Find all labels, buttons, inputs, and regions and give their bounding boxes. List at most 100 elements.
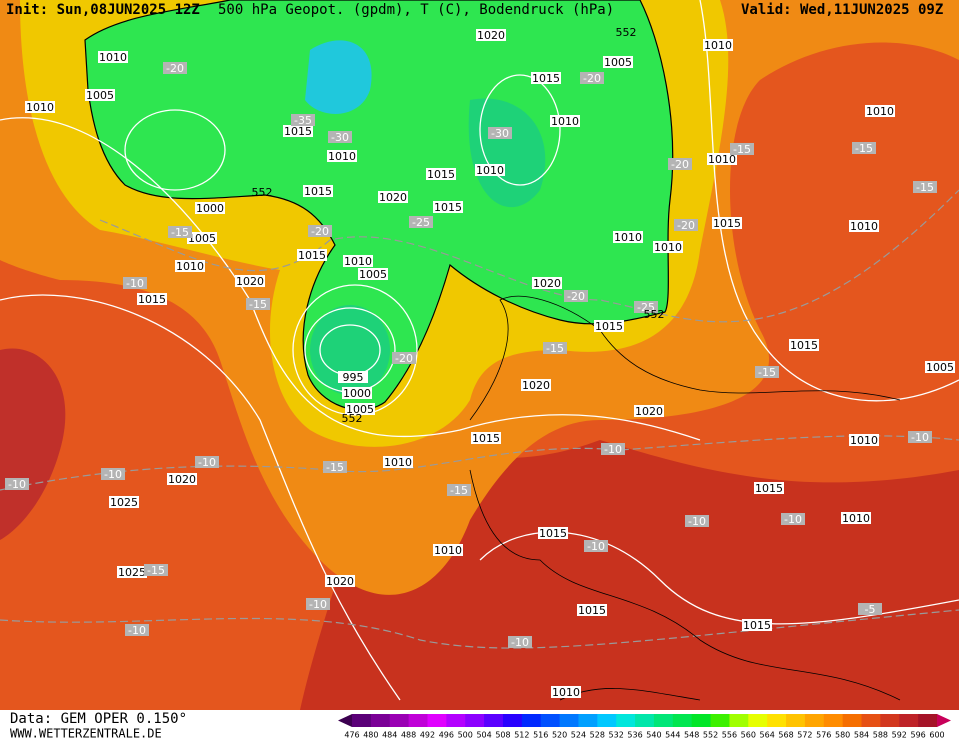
isotherm-label-box <box>328 131 352 143</box>
isobar-label-box <box>841 512 871 524</box>
colorbar-swatch <box>352 714 372 727</box>
isobar-label-box <box>531 72 561 84</box>
isobar-label: 1015 <box>790 339 818 352</box>
colorbar-label: 532 <box>609 731 624 740</box>
isobar-label-box <box>754 482 784 494</box>
colorbar-label: 592 <box>892 731 907 740</box>
isobar-label: 1025 <box>118 566 146 579</box>
isobar-label-box <box>283 125 313 137</box>
isobar-label-box <box>475 164 505 176</box>
colorbar-label: 568 <box>778 731 793 740</box>
isobar-label-box <box>117 566 147 578</box>
isobar-label-box <box>789 339 819 351</box>
isobar-label: 1010 <box>344 255 372 268</box>
isobar-label: 1015 <box>532 72 560 85</box>
colorbar-swatch <box>842 714 863 727</box>
isobar-label-box <box>195 202 225 214</box>
isobar-label-box <box>85 89 115 101</box>
isotherm-label: -15 <box>855 142 873 155</box>
isobar-label: 1010 <box>866 105 894 118</box>
colorbar-label: 492 <box>420 731 435 740</box>
isobar-label: 1020 <box>522 379 550 392</box>
isobar-label: 1020 <box>533 277 561 290</box>
map-labels: 1010102010101005101510101005101010101015… <box>5 26 955 699</box>
isobar-label-box <box>712 217 742 229</box>
isobar-label-box <box>703 39 733 51</box>
isobar-label: 1010 <box>434 544 462 557</box>
isobar-label: 1010 <box>551 115 579 128</box>
colorbar-label: 496 <box>439 731 454 740</box>
isobar-label: 1005 <box>188 232 216 245</box>
isobar-label-box <box>550 115 580 127</box>
colorbar-label: 564 <box>760 731 775 740</box>
isotherm-label-box <box>5 478 29 490</box>
isobar-label-box <box>634 405 664 417</box>
isotherm-label: -15 <box>450 484 468 497</box>
colorbar-swatch <box>370 714 391 727</box>
isobar-label-box <box>378 191 408 203</box>
trough-region <box>84 0 674 411</box>
isobar-label: 1015 <box>298 249 326 262</box>
isobar-label: 1015 <box>713 217 741 230</box>
isotherm-label-box <box>101 468 125 480</box>
isotherm-label: -15 <box>916 181 934 194</box>
colorbar-label: 540 <box>646 731 661 740</box>
isotherm-label-box <box>580 72 604 84</box>
colorbar-label: 508 <box>495 731 510 740</box>
isotherm-label-box <box>730 143 754 155</box>
isobar-label-box <box>603 56 633 68</box>
colorbar: 476 480 484 488 492 496 500 504 508 512 516 520 524 5… <box>338 714 951 740</box>
colorbar-swatch <box>748 714 768 727</box>
isobar-label-box <box>358 268 388 280</box>
isotherm-label-box <box>308 225 332 237</box>
isotherm-label: -10 <box>784 513 802 526</box>
isotherm-label: -10 <box>104 468 122 481</box>
site-name: WWW.WETTERZENTRALE.DE <box>10 727 162 741</box>
colorbar-label: 516 <box>533 731 548 740</box>
isobar-label-box <box>742 619 772 631</box>
colorbar-swatch <box>767 714 787 727</box>
isotherm-label: -15 <box>326 461 344 474</box>
isobar-label: 1015 <box>138 293 166 306</box>
isobar-label-box <box>98 51 128 63</box>
isotherm-label-box <box>674 219 698 231</box>
colorbar-swatch <box>484 714 504 727</box>
colorbar-swatch <box>710 714 730 727</box>
isobar-label: 1010 <box>842 512 870 525</box>
isotherm-label: -20 <box>583 72 601 85</box>
colorbar-label: 544 <box>665 731 680 740</box>
colorbar-swatch <box>578 714 598 727</box>
isobar-label-box <box>175 260 205 272</box>
isobar-label: 1015 <box>427 168 455 181</box>
map-field <box>0 0 959 710</box>
colorbar-swatch <box>899 714 919 727</box>
isotherm-label: -30 <box>331 131 349 144</box>
isotherm-label: -10 <box>911 431 929 444</box>
isobar-label-box <box>521 379 551 391</box>
isobar-label-box <box>303 185 333 197</box>
isobar-label-box <box>865 105 895 117</box>
isobar-label: 1020 <box>477 29 505 42</box>
colorbar-swatch <box>861 714 881 727</box>
colorbar-swatch <box>691 714 712 727</box>
colorbar-label: 556 <box>722 731 737 740</box>
isobar-label-box <box>167 473 197 485</box>
isobar-label: 1020 <box>635 405 663 418</box>
isotherm-label: -20 <box>166 62 184 75</box>
isotherm-label: -15 <box>171 226 189 239</box>
colorbar-label: 536 <box>627 731 642 740</box>
isobar-label-box <box>476 29 506 41</box>
isobar-label-box <box>653 241 683 253</box>
isobar-label: 1005 <box>346 403 374 416</box>
colorbar-label: 588 <box>873 731 888 740</box>
isobar-label: 1010 <box>708 153 736 166</box>
isotherm-label-box <box>144 564 168 576</box>
init-time: Init: Sun,08JUN2025 12Z <box>6 2 200 18</box>
isotherm-label-box <box>634 301 658 313</box>
isotherm-label: -10 <box>309 598 327 611</box>
isotherm-label: -35 <box>294 114 312 127</box>
colorbar-swatch <box>804 714 825 727</box>
colorbar-swatch <box>729 714 749 727</box>
isobar-label: 1005 <box>359 268 387 281</box>
